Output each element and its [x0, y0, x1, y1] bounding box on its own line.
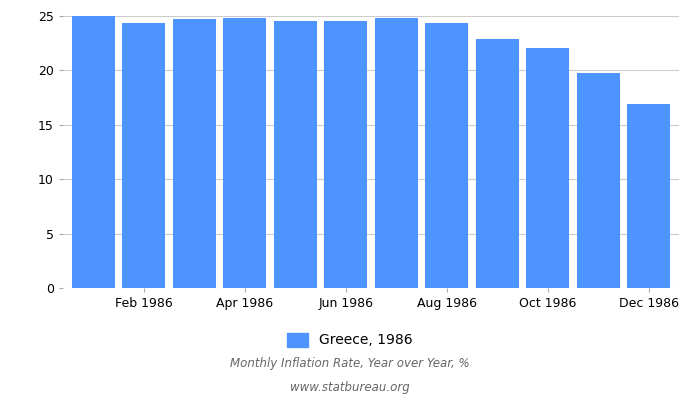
Bar — [426, 22, 468, 288]
Legend: Greece, 1986: Greece, 1986 — [281, 327, 419, 353]
Bar — [627, 104, 670, 288]
Bar — [374, 18, 418, 288]
Bar — [577, 72, 620, 288]
Text: www.statbureau.org: www.statbureau.org — [290, 382, 410, 394]
Bar — [223, 18, 266, 288]
Bar — [122, 22, 165, 288]
Text: Monthly Inflation Rate, Year over Year, %: Monthly Inflation Rate, Year over Year, … — [230, 358, 470, 370]
Bar — [476, 39, 519, 288]
Bar — [274, 22, 316, 288]
Bar — [324, 22, 368, 288]
Bar — [526, 48, 569, 288]
Bar — [173, 19, 216, 288]
Bar — [72, 16, 115, 288]
